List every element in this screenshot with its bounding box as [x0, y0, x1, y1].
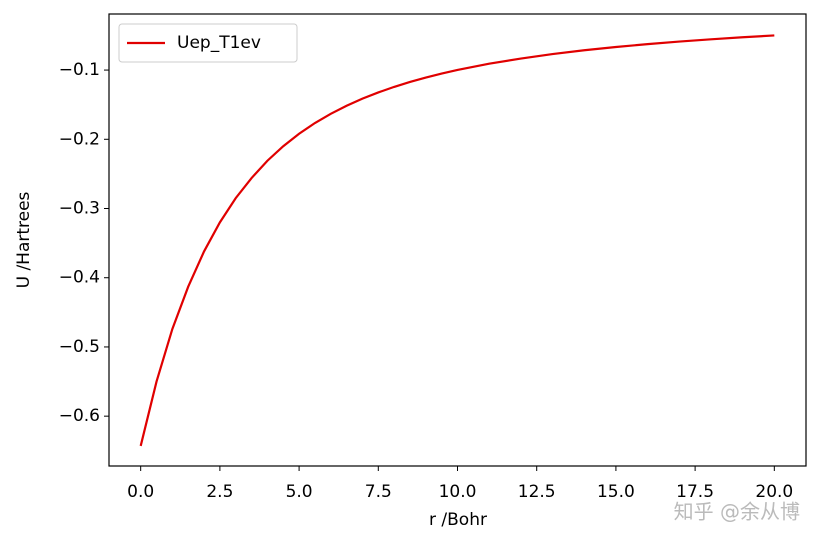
x-tick-label: 17.5: [676, 482, 714, 502]
legend-box: [118, 23, 298, 63]
x-tick-label: 15.0: [597, 482, 635, 502]
y-tick-label: −0.5: [59, 337, 100, 357]
legend-label: Uep_T1ev: [177, 33, 261, 53]
x-tick-label: 10.0: [439, 482, 477, 502]
x-axis-label: r /Bohr: [429, 510, 487, 530]
x-tick-label: 7.5: [365, 482, 392, 502]
y-tick-label: −0.2: [59, 129, 100, 149]
y-tick-label: −0.1: [59, 60, 100, 80]
y-axis-label: U /Hartrees: [14, 191, 34, 288]
x-tick-label: 20.0: [755, 482, 793, 502]
x-tick-label: 2.5: [206, 482, 233, 502]
y-tick-label: −0.3: [59, 199, 100, 219]
x-tick-label: 0.0: [127, 482, 154, 502]
plot-frame: [108, 13, 807, 467]
line-series: [139, 34, 775, 447]
y-tick-label: −0.6: [59, 406, 100, 426]
x-tick-label: 5.0: [286, 482, 313, 502]
y-tick-label: −0.4: [59, 268, 100, 288]
watermark: 知乎 @余从博: [674, 500, 800, 524]
x-tick-label: 12.5: [518, 482, 556, 502]
